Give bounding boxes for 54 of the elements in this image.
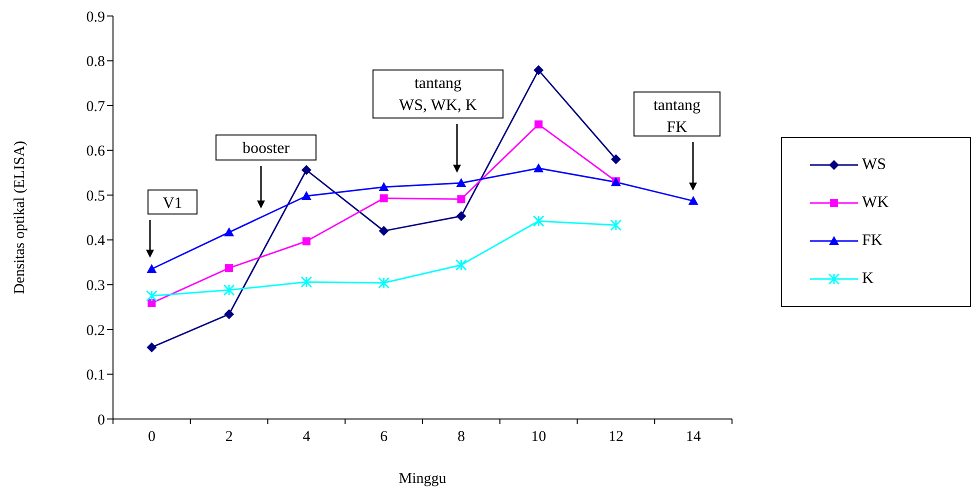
y-tick-label: 0.3 [86,278,105,294]
legend-label: WS [862,156,886,174]
point [378,182,389,192]
point [457,195,466,204]
point [534,65,544,76]
point [146,264,157,273]
point [378,226,389,236]
point [688,196,698,205]
x-tick-label: 0 [148,429,156,445]
point [225,264,234,272]
point [224,227,234,236]
point [534,120,543,128]
y-tick-label: 0.9 [86,9,105,26]
x-tick-label: 4 [302,429,311,445]
y-tick-label: 0.5 [86,188,105,204]
point [302,237,310,246]
point [610,154,621,164]
point [610,219,622,231]
point [223,284,235,296]
point [378,277,390,289]
y-tick-label: 0 [98,412,105,428]
y-tick-label: 0.2 [86,322,105,339]
point [146,342,157,352]
y-tick-label: 0.8 [86,54,105,70]
point [456,178,466,188]
point [455,259,467,271]
point [532,215,544,227]
x-tick-label: 10 [531,429,546,445]
annotation: V1 [162,195,182,212]
x-tick-label: 12 [608,429,624,445]
annotation: tantang FK [653,97,701,136]
x-tick-label: 8 [457,429,465,445]
x-axis-title: Minggu [398,471,447,487]
annotation: booster [242,140,290,157]
point [224,309,234,320]
annotation: tantang WS, WK, K [399,75,478,114]
y-tick-label: 0.4 [86,233,106,250]
legend-label: K [862,270,874,288]
x-tick-label: 14 [686,429,702,445]
point [300,276,312,288]
point [301,191,312,200]
point [301,165,312,176]
y-tick-label: 0.6 [86,144,106,160]
y-tick-label: 0.1 [86,368,105,384]
point [456,211,466,222]
point [380,194,388,202]
x-tick-label: 2 [225,429,233,445]
y-tick-label: 0.7 [86,98,106,115]
y-axis-title: Densitas optikal (ELISA) [12,140,28,294]
legend-label: FK [862,232,882,250]
point [534,163,544,172]
x-tick-label: 6 [380,429,388,445]
legend-label: WK [862,194,889,212]
point [146,290,158,302]
